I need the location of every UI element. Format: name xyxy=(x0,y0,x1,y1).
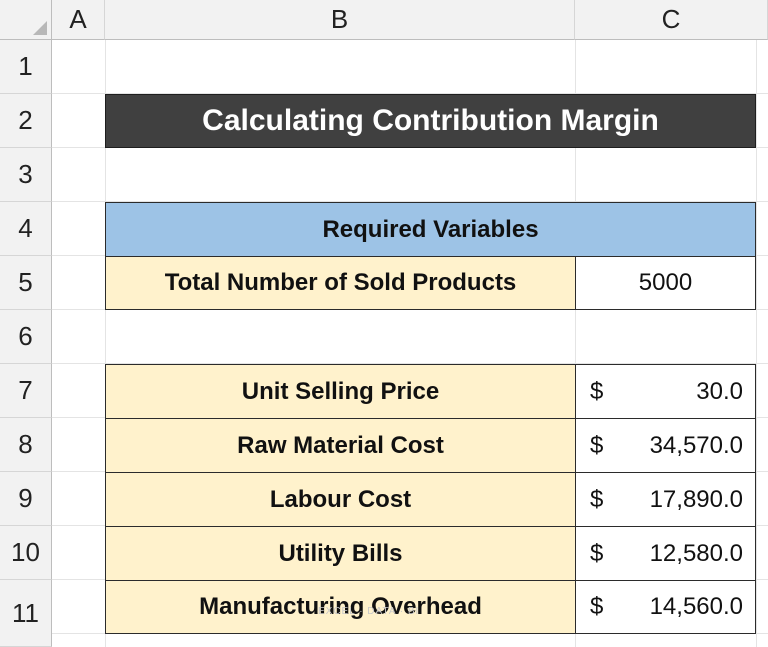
row-header-10[interactable]: 10 xyxy=(0,526,52,580)
sold-products-label[interactable]: Total Number of Sold Products xyxy=(105,256,576,310)
row-header-8[interactable]: 8 xyxy=(0,418,52,472)
amount: 14,560.0 xyxy=(649,593,743,620)
row-header-4[interactable]: 4 xyxy=(0,202,52,256)
gridline xyxy=(756,40,757,647)
item-value-manufacturing-overhead[interactable]: $ 14,560.0 xyxy=(575,580,756,634)
currency-symbol: $ xyxy=(590,593,604,620)
sheet-title[interactable]: Calculating Contribution Margin xyxy=(105,94,756,148)
item-label-unit-selling-price[interactable]: Unit Selling Price xyxy=(105,364,576,419)
item-value-unit-selling-price[interactable]: $ 30.0 xyxy=(575,364,756,419)
item-value-raw-material-cost[interactable]: $ 34,570.0 xyxy=(575,418,756,473)
currency-symbol: $ xyxy=(590,485,604,513)
row-header-9[interactable]: 9 xyxy=(0,472,52,526)
item-value-labour-cost[interactable]: $ 17,890.0 xyxy=(575,472,756,527)
select-all-triangle-icon xyxy=(33,21,47,35)
item-label-raw-material-cost[interactable]: Raw Material Cost xyxy=(105,418,576,473)
row-header-11[interactable]: 11 xyxy=(0,580,52,647)
column-header-b[interactable]: B xyxy=(105,0,575,40)
currency-symbol: $ xyxy=(590,539,604,567)
gridline xyxy=(52,363,768,364)
row-header-7[interactable]: 7 xyxy=(0,364,52,418)
row-header-3[interactable]: 3 xyxy=(0,148,52,202)
select-all-corner[interactable] xyxy=(0,0,52,40)
currency-symbol: $ xyxy=(590,431,604,459)
column-header-a[interactable]: A xyxy=(52,0,105,40)
watermark-text: EXCEL · DATA · BI xyxy=(318,606,420,617)
currency-symbol: $ xyxy=(590,377,604,405)
amount: 30.0 xyxy=(696,377,743,405)
gridline xyxy=(105,40,106,647)
row-header-1[interactable]: 1 xyxy=(0,40,52,94)
required-variables-header[interactable]: Required Variables xyxy=(105,202,756,257)
column-header-c[interactable]: C xyxy=(575,0,768,40)
gridline xyxy=(52,201,768,202)
amount: 34,570.0 xyxy=(649,431,743,459)
item-value-utility-bills[interactable]: $ 12,580.0 xyxy=(575,526,756,581)
item-label-labour-cost[interactable]: Labour Cost xyxy=(105,472,576,527)
item-label-manufacturing-overhead[interactable]: Manufacturing Overhead xyxy=(105,580,576,634)
item-label-utility-bills[interactable]: Utility Bills xyxy=(105,526,576,581)
sold-products-value[interactable]: 5000 xyxy=(575,256,756,310)
row-header-5[interactable]: 5 xyxy=(0,256,52,310)
amount: 12,580.0 xyxy=(649,539,743,567)
row-header-2[interactable]: 2 xyxy=(0,94,52,148)
row-header-6[interactable]: 6 xyxy=(0,310,52,364)
amount: 17,890.0 xyxy=(649,485,743,513)
gridline xyxy=(575,40,576,647)
gridline xyxy=(52,93,768,94)
